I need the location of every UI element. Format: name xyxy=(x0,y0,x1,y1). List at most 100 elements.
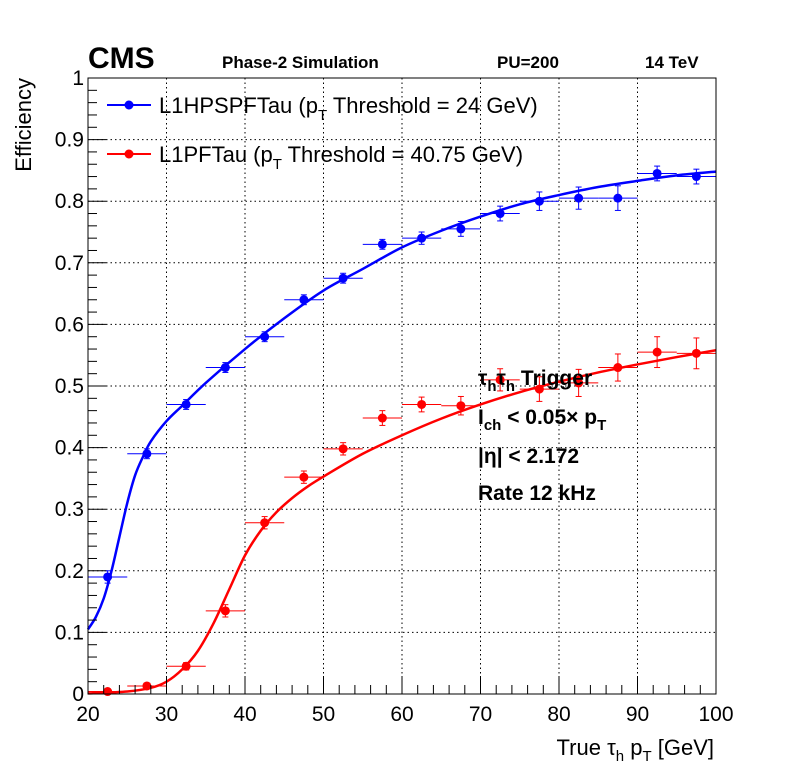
marker-red xyxy=(338,444,348,454)
marker-red xyxy=(181,661,191,671)
plot-frame xyxy=(87,77,717,695)
data-point-blue xyxy=(362,238,402,250)
data-point-red xyxy=(676,337,716,370)
y-tick-label: 0.8 xyxy=(55,190,84,213)
marker-red xyxy=(417,399,427,409)
marker-blue xyxy=(652,168,662,178)
x-tick-label: 60 xyxy=(390,703,413,726)
marker-red xyxy=(103,687,113,697)
data-point-red xyxy=(127,681,167,691)
marker-red xyxy=(260,518,270,528)
data-point-red xyxy=(362,410,402,426)
data-point-red xyxy=(637,336,677,369)
x-tick-label: 80 xyxy=(547,703,570,726)
data-point-red xyxy=(480,368,520,392)
energy-label: 14 TeV xyxy=(645,53,699,72)
y-axis-label: Efficiency xyxy=(11,78,36,172)
marker-red xyxy=(495,375,505,385)
data-point-red xyxy=(284,470,324,484)
grid xyxy=(88,78,716,694)
data-point-blue xyxy=(598,185,638,211)
annotation-eta: |η| < 2.172 xyxy=(478,445,579,468)
pileup-label: PU=200 xyxy=(497,53,559,72)
y-tick-label: 0 xyxy=(72,683,84,706)
y-tick-label: 0.4 xyxy=(55,437,85,460)
data-point-blue xyxy=(519,191,559,211)
legend: L1HPSPFTau (pT Threshold = 24 GeV) L1PFT… xyxy=(107,93,538,173)
marker-red xyxy=(691,348,701,358)
data-point-red xyxy=(559,368,599,397)
y-tick-label: 0.6 xyxy=(55,313,84,336)
x-axis-label: True τh pT [GeV] xyxy=(557,735,714,765)
y-tick-label: 1 xyxy=(72,67,84,90)
marker-blue xyxy=(495,209,505,219)
marker-red xyxy=(299,472,309,482)
marker-blue xyxy=(377,239,387,249)
fit-curve-blue xyxy=(86,170,717,631)
x-tick-label: 70 xyxy=(469,703,492,726)
marker-blue xyxy=(613,193,623,203)
marker-red xyxy=(220,606,230,616)
fit-curves xyxy=(86,170,717,695)
data-point-red xyxy=(323,442,363,456)
data-point-blue xyxy=(127,448,167,460)
marker-blue xyxy=(142,449,152,459)
legend-entry-red: L1PFTau (pT Threshold = 40.75 GeV) xyxy=(159,142,523,173)
legend-entry-blue: L1HPSPFTau (pT Threshold = 24 GeV) xyxy=(159,93,538,124)
data-point-red xyxy=(441,395,481,416)
axis-ticks: 20 30 40 50 60 70 80 90 100 0 0.1 0.2 0.3 0.4 0.5 0.6 0.… xyxy=(55,67,734,726)
marker-red xyxy=(377,413,387,423)
y-tick-label: 0.1 xyxy=(55,621,84,644)
data-point-red xyxy=(88,687,128,697)
x-tick-label: 30 xyxy=(155,703,178,726)
marker-blue xyxy=(103,572,113,582)
data-point-blue xyxy=(559,186,599,210)
y-tick-label: 0.3 xyxy=(55,498,84,521)
y-tick-label: 0.7 xyxy=(55,252,84,275)
data-point-blue xyxy=(88,570,128,584)
marker-blue xyxy=(417,233,427,243)
data-point-blue xyxy=(245,331,285,343)
annotation-isolation: Ich < 0.05× pT xyxy=(478,406,606,434)
data-point-blue xyxy=(676,168,716,185)
data-point-red xyxy=(166,661,206,671)
marker-blue xyxy=(574,193,584,203)
data-point-red xyxy=(402,396,442,413)
marker-red xyxy=(613,363,623,373)
x-tick-label: 90 xyxy=(626,703,649,726)
data-point-red xyxy=(598,353,638,382)
data-point-red xyxy=(205,604,245,618)
data-point-red xyxy=(245,516,285,530)
data-point-red xyxy=(519,376,559,402)
data-point-blue xyxy=(441,221,481,237)
annotation-rate: Rate 12 kHz xyxy=(478,482,596,505)
legend-marker-blue xyxy=(124,100,134,110)
y-tick-label: 0.2 xyxy=(55,560,84,583)
marker-red xyxy=(142,681,152,691)
marker-blue xyxy=(534,196,544,206)
marker-blue xyxy=(691,172,701,182)
data-point-blue xyxy=(284,294,324,306)
marker-red xyxy=(534,384,544,394)
marker-blue xyxy=(181,399,191,409)
data-point-blue xyxy=(402,231,442,245)
marker-red xyxy=(456,401,466,411)
data-point-blue xyxy=(205,362,245,373)
y-tick-label: 0.9 xyxy=(55,129,84,152)
data-point-blue xyxy=(480,205,520,222)
marker-blue xyxy=(260,332,270,342)
marker-blue xyxy=(220,363,230,373)
x-tick-label: 100 xyxy=(698,703,733,726)
y-tick-label: 0.5 xyxy=(55,375,84,398)
legend-marker-red xyxy=(124,149,134,159)
cms-label: CMS xyxy=(88,42,155,75)
data-point-blue xyxy=(166,399,206,410)
marker-blue xyxy=(338,273,348,283)
data-point-blue xyxy=(637,165,677,182)
fit-curve-red xyxy=(87,349,717,695)
annotation-trigger: τhτh Trigger xyxy=(478,367,592,395)
marker-blue xyxy=(456,224,466,234)
x-tick-label: 40 xyxy=(233,703,256,726)
data-point-blue xyxy=(323,272,363,284)
